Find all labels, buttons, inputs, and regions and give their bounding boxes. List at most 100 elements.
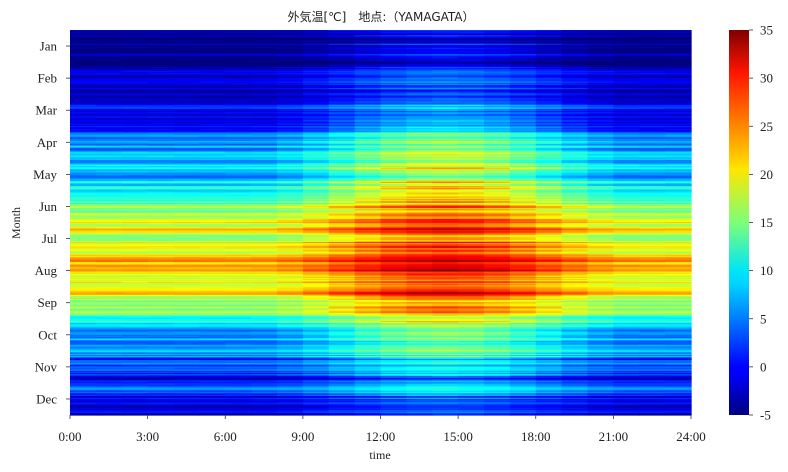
heatmap-cell [665,54,692,56]
heatmap-cell [121,44,149,47]
heatmap-cell [354,135,382,138]
heatmap-cell [484,232,511,235]
heatmap-cell [484,185,511,187]
heatmap-cell [665,206,692,208]
heatmap-row [70,31,692,33]
heatmap-cell [354,151,382,153]
heatmap-cell [95,120,123,123]
heatmap-cell [484,140,511,143]
heatmap-cell [95,66,123,69]
heatmap-cell [302,162,330,165]
heatmap-cell [173,104,200,107]
heatmap-cell [302,103,330,106]
heatmap-cell [639,191,666,194]
heatmap-cell [225,53,252,55]
heatmap-cell [121,102,149,105]
heatmap-cell [173,173,200,176]
heatmap-cell [639,123,666,126]
heatmap-cell [484,91,511,93]
heatmap-cell [587,54,614,56]
heatmap-cell [277,205,304,207]
heatmap-cell [251,144,278,147]
heatmap-cell [225,60,252,63]
heatmap-row [70,224,692,226]
heatmap-cell [277,174,304,177]
heatmap-cell [458,186,485,188]
heatmap-cell [354,85,382,88]
heatmap-cell [354,108,382,110]
heatmap-cell [380,206,407,208]
heatmap-cell [484,76,511,79]
heatmap-cell [121,175,149,178]
heatmap-cell [484,48,511,51]
heatmap-cell [147,142,175,145]
heatmap-cell [199,227,226,229]
heatmap-cell [70,169,97,171]
heatmap-cell [354,32,382,34]
heatmap-cell [509,128,537,130]
heatmap-cell [613,46,640,49]
heatmap-cell [95,82,123,85]
heatmap-cell [665,175,692,178]
heatmap-cell [561,234,589,237]
heatmap-cell [432,191,459,194]
heatmap-cell [406,195,433,198]
heatmap-cell [458,39,485,42]
heatmap-cell [199,217,226,220]
heatmap-cell [458,150,485,152]
heatmap-cell [613,69,640,71]
heatmap-cell [432,161,459,164]
heatmap-cell [613,120,640,123]
heatmap-cell [484,77,511,80]
heatmap-cell [406,81,433,84]
heatmap-cell [613,200,640,203]
heatmap-cell [665,136,692,139]
heatmap-cell [535,104,563,107]
heatmap-cell [639,200,666,203]
heatmap-cell [458,154,485,157]
heatmap-cell [458,62,485,65]
heatmap-cell [665,218,692,221]
heatmap-cell [535,35,563,37]
heatmap-cell [587,59,614,62]
heatmap-cell [225,206,252,208]
heatmap-cell [302,69,330,71]
heatmap-cell [509,75,537,78]
heatmap-cell [251,214,278,217]
heatmap-cell [121,118,149,121]
heatmap-cell [199,226,226,228]
heatmap-cell [121,41,149,44]
heatmap-cell [406,85,433,88]
heatmap-cell [354,192,382,195]
heatmap-cell [406,168,433,170]
heatmap-cell [328,91,356,93]
heatmap-cell [406,101,433,104]
heatmap-cell [406,66,433,69]
heatmap-cell [406,197,433,200]
heatmap-cell [561,206,589,208]
heatmap-cell [302,239,330,242]
heatmap-cell [302,150,330,152]
heatmap-cell [639,169,666,171]
heatmap-cell [121,149,149,151]
heatmap-cell [587,138,614,141]
heatmap-cell [173,132,200,134]
heatmap-cell [95,192,123,195]
heatmap-cell [665,192,692,195]
heatmap-cell [484,191,511,194]
heatmap-cell [121,38,149,41]
heatmap-cell [535,160,563,163]
heatmap-cell [665,237,692,240]
heatmap-cell [277,99,304,102]
heatmap-row [70,44,692,47]
heatmap-cell [70,59,97,62]
heatmap-cell [380,182,407,185]
heatmap-cell [665,118,692,121]
heatmap-cell [95,206,123,208]
heatmap-cell [665,30,692,32]
heatmap-cell [354,227,382,229]
heatmap-cell [328,231,356,234]
heatmap-cell [199,142,226,145]
heatmap-cell [458,206,485,208]
heatmap-cell [535,72,563,74]
